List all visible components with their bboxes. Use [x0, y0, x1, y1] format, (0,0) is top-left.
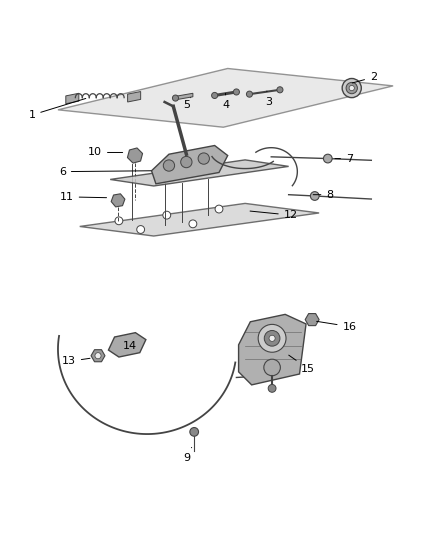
Polygon shape: [127, 92, 141, 102]
Text: 5: 5: [183, 98, 191, 110]
Polygon shape: [305, 313, 319, 326]
Text: 7: 7: [335, 154, 353, 164]
Polygon shape: [176, 93, 193, 100]
Polygon shape: [127, 148, 143, 163]
Text: 3: 3: [265, 91, 272, 107]
Text: 11: 11: [60, 192, 106, 202]
Circle shape: [173, 95, 179, 101]
Text: 8: 8: [313, 190, 334, 200]
Text: 12: 12: [250, 210, 298, 220]
Circle shape: [189, 220, 197, 228]
Circle shape: [115, 217, 123, 225]
Circle shape: [268, 384, 276, 392]
Text: 2: 2: [352, 72, 377, 83]
Circle shape: [137, 225, 145, 233]
Polygon shape: [80, 204, 319, 236]
Circle shape: [212, 92, 218, 99]
Circle shape: [264, 359, 280, 376]
Text: 1: 1: [28, 99, 86, 120]
Polygon shape: [66, 93, 79, 104]
Circle shape: [95, 353, 101, 359]
Circle shape: [311, 192, 319, 200]
Polygon shape: [111, 194, 125, 207]
Text: 9: 9: [183, 447, 192, 463]
Circle shape: [233, 89, 240, 95]
Polygon shape: [239, 314, 306, 385]
Circle shape: [190, 427, 198, 436]
Text: 4: 4: [222, 93, 229, 110]
Text: 6: 6: [59, 167, 151, 176]
Polygon shape: [58, 68, 393, 127]
Circle shape: [349, 85, 354, 91]
Circle shape: [163, 211, 171, 219]
Circle shape: [269, 335, 275, 341]
Polygon shape: [110, 160, 289, 186]
Circle shape: [346, 83, 357, 94]
Polygon shape: [109, 333, 146, 357]
Circle shape: [323, 154, 332, 163]
Polygon shape: [152, 146, 228, 184]
Text: 10: 10: [88, 148, 123, 157]
Polygon shape: [91, 350, 105, 362]
Text: 14: 14: [123, 341, 137, 351]
Circle shape: [277, 87, 283, 93]
Circle shape: [215, 205, 223, 213]
Circle shape: [264, 330, 280, 346]
Circle shape: [258, 325, 286, 352]
Text: 16: 16: [317, 321, 357, 332]
Circle shape: [198, 153, 209, 164]
Circle shape: [342, 78, 361, 98]
Circle shape: [247, 91, 253, 97]
Circle shape: [163, 160, 175, 171]
Text: 13: 13: [62, 357, 90, 366]
Text: 15: 15: [289, 355, 315, 374]
Circle shape: [181, 156, 192, 168]
